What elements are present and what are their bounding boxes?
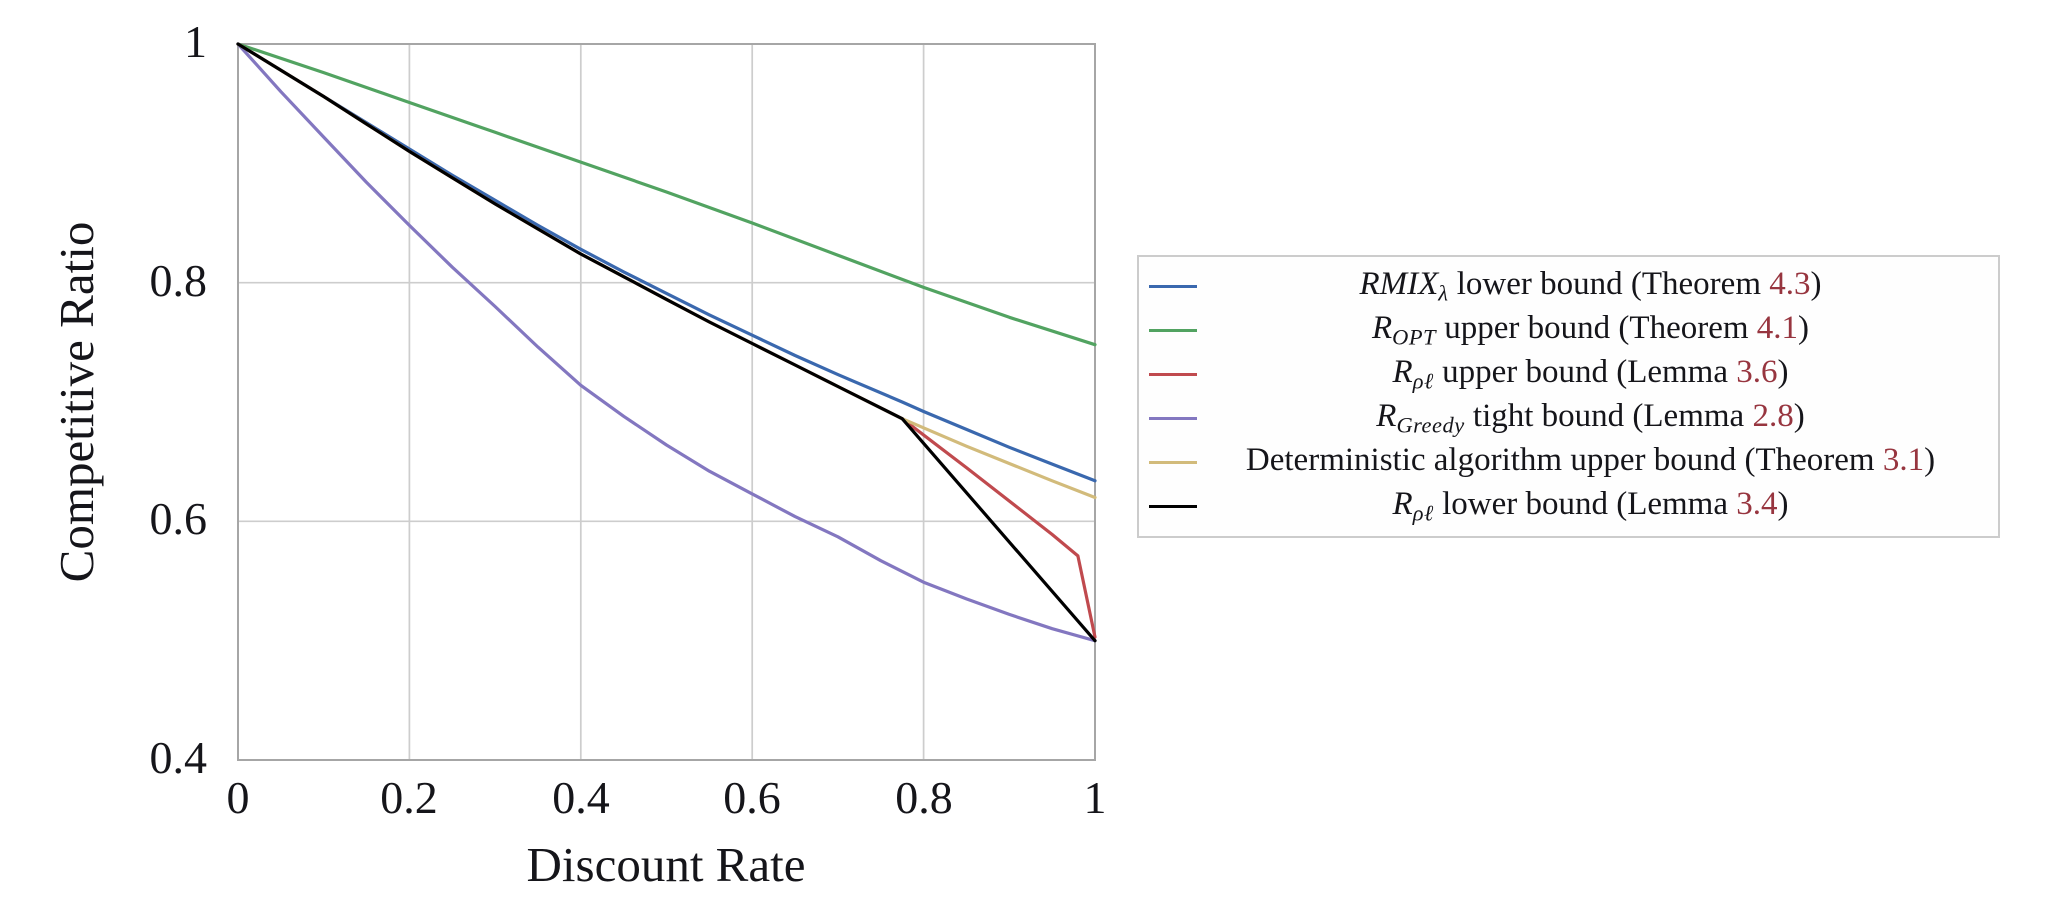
x-axis-label: Discount Rate xyxy=(526,837,806,892)
legend-ref-0: 4.3 xyxy=(1769,266,1811,303)
x-tick-label-0: 0 xyxy=(226,772,250,823)
legend-swatch-rho-lower xyxy=(1149,505,1197,508)
legend-text-5: lower bound (Lemma xyxy=(1433,486,1737,523)
legend-text-2: upper bound (Lemma xyxy=(1433,354,1737,391)
x-tick-label-1: 1 xyxy=(1083,772,1107,823)
legend-close-3: ) xyxy=(1793,398,1805,435)
y-tick-label-0.4: 0.4 xyxy=(149,732,208,783)
legend-close-5: ) xyxy=(1777,486,1789,523)
legend-close-2: ) xyxy=(1777,354,1789,391)
legend-ref-2: 3.6 xyxy=(1736,354,1778,391)
x-tick-label-0.6: 0.6 xyxy=(723,772,781,823)
legend-label-rho-upper: Rρℓ upper bound (Lemma 3.6) xyxy=(1197,354,1998,394)
legend: RMIXλ lower bound (Theorem 4.3) ROPT upp… xyxy=(1137,255,2000,538)
legend-text-3: tight bound (Lemma xyxy=(1464,398,1753,435)
gridlines xyxy=(237,43,1096,761)
legend-item-greedy-tight: RGreedy tight bound (Lemma 2.8) xyxy=(1139,397,1998,441)
legend-text-1: upper bound (Theorem xyxy=(1436,310,1757,347)
y-tick-label-0.6: 0.6 xyxy=(149,493,208,544)
legend-close-0: ) xyxy=(1810,266,1822,303)
legend-close-1: ) xyxy=(1798,310,1810,347)
x-tick-label-0.2: 0.2 xyxy=(380,772,438,823)
legend-item-ropt-upper: ROPT upper bound (Theorem 4.1) xyxy=(1139,309,1998,353)
legend-ref-4: 3.1 xyxy=(1882,442,1925,479)
legend-math-1: R xyxy=(1371,310,1393,347)
legend-text-0: lower bound (Theorem xyxy=(1448,266,1770,303)
legend-label-rho-lower: Rρℓ lower bound (Lemma 3.4) xyxy=(1197,486,1998,526)
legend-item-deterministic-upper: Deterministic algorithm upper bound (The… xyxy=(1139,441,1998,485)
legend-label-greedy-tight: RGreedy tight bound (Lemma 2.8) xyxy=(1197,398,1998,438)
legend-close-4: ) xyxy=(1924,442,1936,479)
legend-label-deterministic-upper: Deterministic algorithm upper bound (The… xyxy=(1197,442,1998,482)
legend-ref-3: 2.8 xyxy=(1752,398,1794,435)
legend-math-0: RMIX xyxy=(1359,266,1439,303)
legend-sub-0: λ xyxy=(1438,280,1449,306)
y-axis-label: Competitive Ratio xyxy=(49,221,104,583)
legend-label-rmix-lower: RMIXλ lower bound (Theorem 4.3) xyxy=(1197,266,1998,306)
y-tick-label-1: 1 xyxy=(184,16,207,67)
legend-swatch-greedy-tight xyxy=(1149,417,1197,420)
legend-ref-5: 3.4 xyxy=(1736,486,1778,523)
x-tick-label-0.4: 0.4 xyxy=(552,772,610,823)
legend-sub-2: ρℓ xyxy=(1412,368,1434,394)
legend-item-rmix-lower: RMIXλ lower bound (Theorem 4.3) xyxy=(1139,265,1998,309)
legend-item-rho-upper: Rρℓ upper bound (Lemma 3.6) xyxy=(1139,353,1998,397)
legend-math-2: R xyxy=(1392,354,1413,391)
legend-swatch-ropt-upper xyxy=(1149,329,1197,332)
legend-label-ropt-upper: ROPT upper bound (Theorem 4.1) xyxy=(1197,310,1998,350)
y-tick-label-0.8: 0.8 xyxy=(149,255,208,306)
legend-sub-3: Greedy xyxy=(1396,412,1465,438)
x-tick-label-0.8: 0.8 xyxy=(895,772,953,823)
legend-sub-5: ρℓ xyxy=(1412,500,1434,526)
legend-swatch-rho-upper xyxy=(1149,373,1197,376)
legend-ref-1: 4.1 xyxy=(1756,310,1799,347)
legend-text-4: Deterministic algorithm upper bound (The… xyxy=(1245,442,1883,479)
series-lines xyxy=(236,42,1097,643)
legend-swatch-deterministic-upper xyxy=(1149,461,1197,464)
legend-swatch-rmix-lower xyxy=(1149,285,1197,288)
legend-math-5: R xyxy=(1392,486,1413,523)
legend-math-3: R xyxy=(1376,398,1397,435)
legend-item-rho-lower: Rρℓ lower bound (Lemma 3.4) xyxy=(1139,485,1998,529)
legend-sub-1: OPT xyxy=(1392,324,1437,350)
